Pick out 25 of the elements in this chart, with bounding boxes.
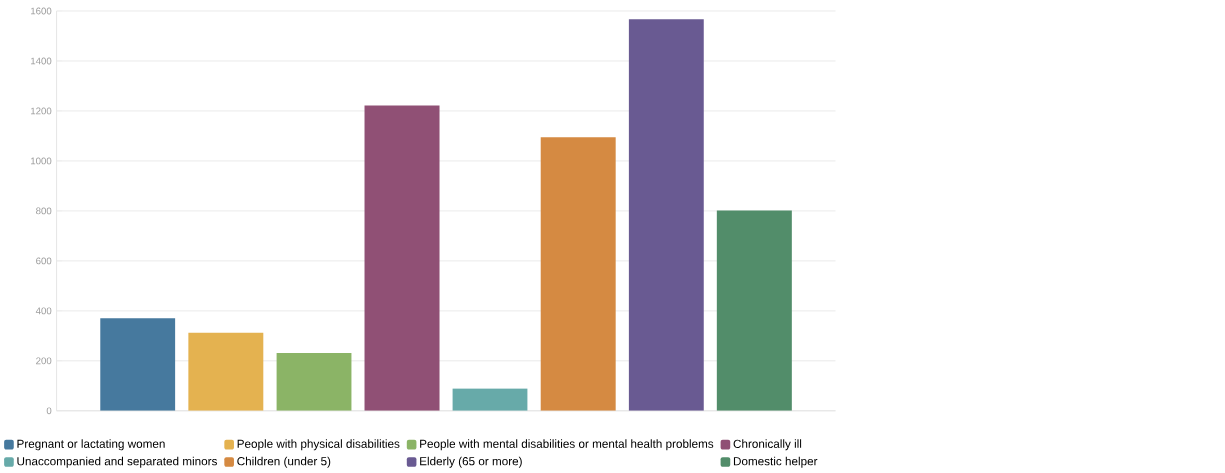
bar [100, 318, 176, 411]
y-tick-label: 0 [46, 407, 52, 415]
bar [628, 19, 704, 411]
bar [364, 105, 440, 411]
legend-label: Chronically ill [733, 439, 802, 451]
bar [540, 137, 616, 411]
y-tick-label: 1600 [31, 7, 52, 15]
y-tick-label: 600 [36, 257, 52, 265]
y-tick-label: 200 [36, 357, 52, 365]
legend-label: Domestic helper [733, 456, 818, 468]
bar [188, 332, 264, 411]
y-tick-label: 1200 [31, 107, 52, 115]
y-tick-label: 800 [36, 207, 52, 215]
y-tick-label: 400 [35, 307, 52, 315]
legend-label: Unaccompanied and separated minors [17, 456, 217, 468]
legend-label: Pregnant or lactating women [17, 439, 165, 451]
y-tick-label: 1400 [31, 57, 52, 65]
legend-label: Children (under 5) [237, 456, 331, 468]
legend-label: People with mental disabilities or mental health problems [420, 439, 714, 451]
legend-label: Elderly (65 or more) [420, 456, 522, 468]
y-tick-label: 1000 [31, 157, 52, 165]
bar [716, 210, 792, 411]
bar [452, 388, 528, 411]
bar [276, 353, 352, 411]
legend-label: People with physical disabilities [237, 439, 400, 451]
